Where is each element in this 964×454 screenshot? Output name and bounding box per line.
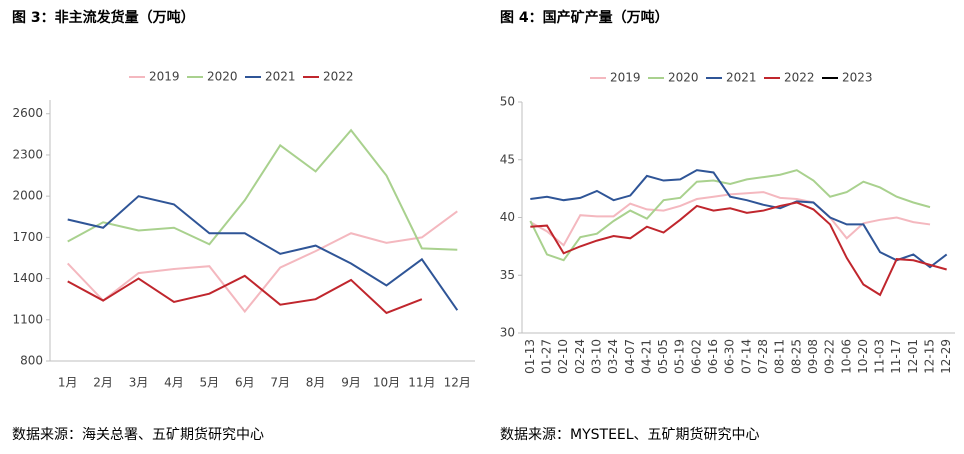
y-tick-label: 40 xyxy=(500,210,515,224)
legend-label: 2021 xyxy=(265,70,296,84)
x-tick-label: 06-02 xyxy=(689,339,703,374)
x-tick-label: 05-19 xyxy=(673,339,687,374)
x-tick-label: 01-13 xyxy=(523,339,537,374)
legend-label: 2022 xyxy=(323,70,354,84)
y-tick-label: 1700 xyxy=(12,230,43,244)
series-line xyxy=(67,128,458,251)
x-tick-label: 9月 xyxy=(341,376,361,390)
x-tick-label: 07-14 xyxy=(739,339,753,374)
y-tick-label: 35 xyxy=(500,268,515,282)
x-tick-label: 04-07 xyxy=(623,339,637,374)
legend-label: 2019 xyxy=(149,70,180,84)
x-tick-label: 4月 xyxy=(164,376,184,390)
x-tick-label: 10-06 xyxy=(839,339,853,374)
legend-label: 2021 xyxy=(726,71,757,85)
series-line xyxy=(529,169,931,262)
source-note: 数据来源：MYSTEEL、五矿期货研究中心 xyxy=(500,426,760,443)
x-tick-label: 06-16 xyxy=(706,339,720,374)
y-tick-label: 30 xyxy=(500,326,515,340)
source-note: 数据来源：海关总署、五矿期货研究中心 xyxy=(12,426,264,443)
x-tick-label: 12-15 xyxy=(923,339,937,374)
x-tick-label: 12-29 xyxy=(939,339,953,374)
x-tick-label: 10月 xyxy=(373,376,400,390)
x-tick-label: 6月 xyxy=(235,376,255,390)
x-tick-label: 1月 xyxy=(58,376,78,390)
x-tick-label: 02-10 xyxy=(556,339,570,374)
legend-label: 2023 xyxy=(842,71,873,85)
x-tick-label: 5月 xyxy=(200,376,220,390)
x-tick-label: 09-22 xyxy=(823,339,837,374)
y-tick-label: 45 xyxy=(500,152,515,166)
x-tick-label: 08-25 xyxy=(789,339,803,374)
x-tick-label: 07-28 xyxy=(756,339,770,374)
x-tick-label: 08-11 xyxy=(773,339,787,374)
y-tick-label: 50 xyxy=(500,95,515,109)
x-tick-label: 10-20 xyxy=(856,339,870,374)
x-tick-label: 12-01 xyxy=(906,339,920,374)
y-tick-label: 2000 xyxy=(12,189,43,203)
y-tick-label: 1100 xyxy=(12,312,43,326)
y-tick-label: 2300 xyxy=(12,147,43,161)
series-line xyxy=(67,274,423,315)
series-line xyxy=(67,195,459,311)
x-tick-label: 11-17 xyxy=(889,339,903,374)
y-tick-label: 2600 xyxy=(12,106,43,120)
x-tick-label: 05-05 xyxy=(656,339,670,374)
series-line xyxy=(530,201,947,297)
x-tick-label: 7月 xyxy=(270,376,290,390)
x-tick-label: 01-27 xyxy=(539,339,553,374)
legend-label: 2022 xyxy=(784,71,815,85)
series-line xyxy=(530,169,948,269)
y-tick-label: 800 xyxy=(20,354,43,368)
x-tick-label: 03-10 xyxy=(589,339,603,374)
chart-title: 图 4：国产矿产量（万吨） xyxy=(500,9,669,26)
x-tick-label: 8月 xyxy=(306,376,326,390)
legend-label: 2020 xyxy=(207,70,238,84)
legend-label: 2020 xyxy=(668,71,699,85)
y-tick-label: 1400 xyxy=(12,271,43,285)
x-tick-label: 3月 xyxy=(129,376,149,390)
series-line xyxy=(529,191,931,247)
legend-label: 2019 xyxy=(610,71,641,85)
x-tick-label: 03-24 xyxy=(606,339,620,374)
x-tick-label: 11月 xyxy=(408,376,435,390)
x-tick-label: 02-24 xyxy=(573,339,587,374)
x-tick-label: 04-21 xyxy=(639,339,653,374)
x-tick-label: 06-30 xyxy=(723,339,737,374)
x-tick-label: 11-03 xyxy=(873,339,887,374)
chart-title: 图 3：非主流发货量（万吨） xyxy=(12,9,195,26)
x-tick-label: 12月 xyxy=(444,376,471,390)
series-line xyxy=(66,210,458,314)
x-tick-label: 09-08 xyxy=(806,339,820,374)
x-tick-label: 2月 xyxy=(93,376,113,390)
